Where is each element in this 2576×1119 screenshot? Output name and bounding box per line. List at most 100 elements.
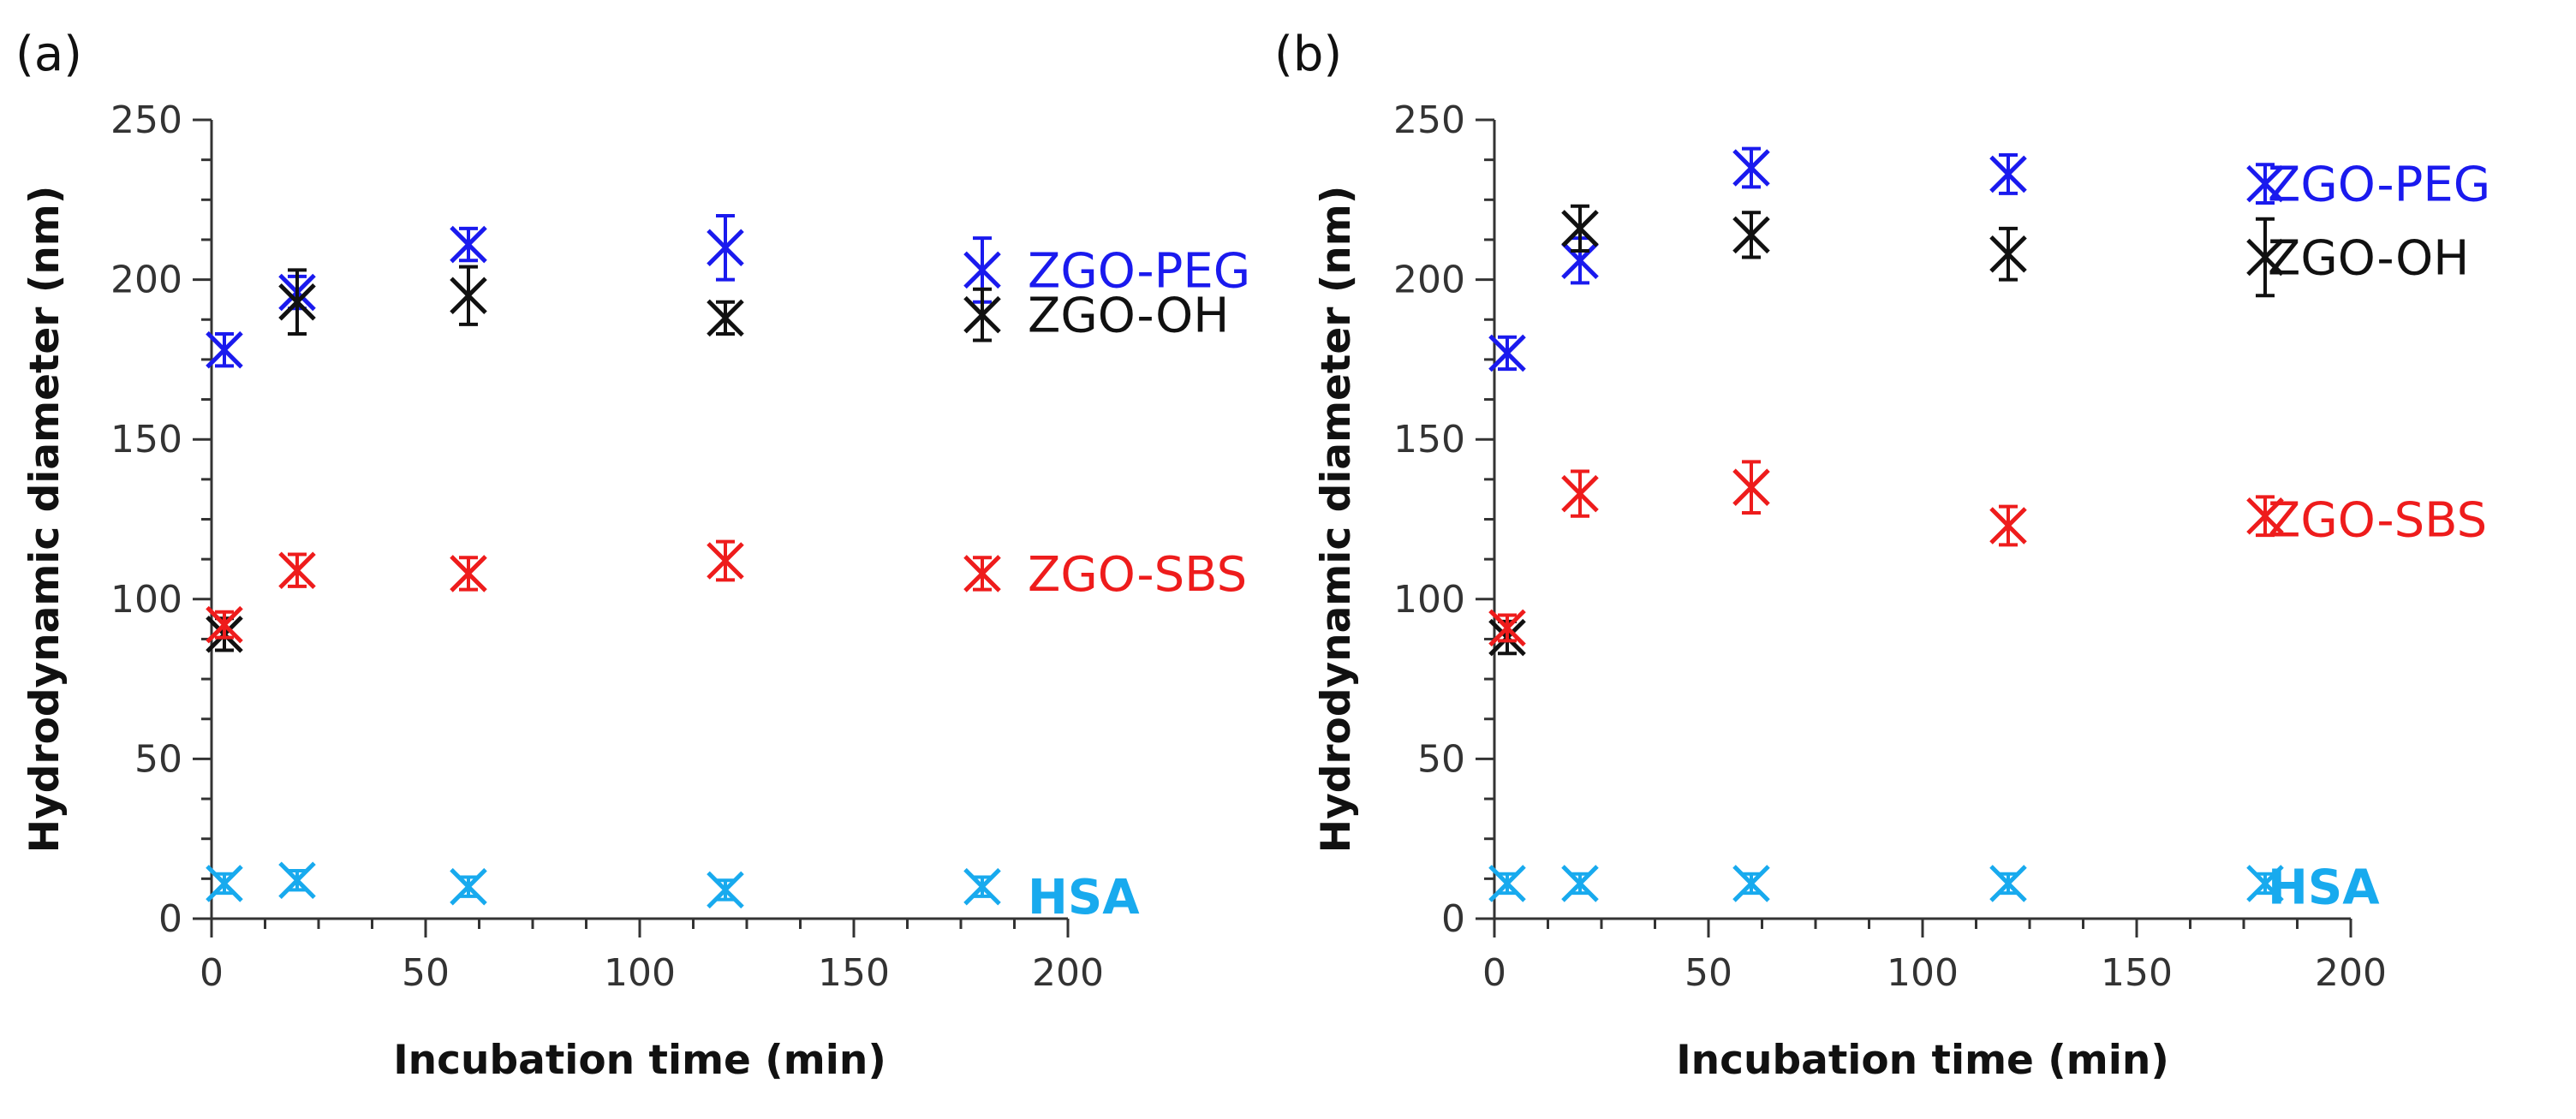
data-point — [450, 225, 487, 264]
y-tick-label: 200 — [1393, 259, 1465, 302]
marker-stroke — [963, 251, 1001, 289]
data-point — [2246, 865, 2284, 902]
marker-stroke — [2246, 238, 2284, 277]
x-tick-label: 150 — [818, 951, 890, 995]
marker-stroke — [963, 295, 1001, 334]
x-tick-label: 200 — [2315, 951, 2387, 995]
marker-stroke — [206, 605, 243, 644]
data-point — [1561, 865, 1599, 902]
series-zgo-sbs: ZGO-SBS — [206, 539, 1247, 644]
data-point — [1732, 146, 1770, 189]
data-point — [963, 287, 1001, 342]
data-point — [450, 867, 487, 906]
data-point — [1732, 211, 1770, 259]
marker-stroke — [2246, 164, 2284, 203]
marker-stroke — [1732, 216, 1770, 254]
marker-stroke — [1488, 609, 1526, 647]
data-point — [1989, 226, 2027, 282]
y-tick-label: 200 — [110, 259, 182, 302]
marker-stroke — [1989, 235, 2027, 273]
marker-stroke — [707, 542, 744, 580]
data-point — [278, 861, 316, 899]
marker-stroke — [450, 555, 487, 592]
data-point — [2246, 217, 2284, 298]
data-point — [1561, 469, 1599, 518]
series-hsa: HSA — [206, 861, 1140, 926]
y-axis-title: Hydrodynamic diameter (nm) — [21, 186, 69, 853]
marker-stroke — [278, 551, 316, 589]
x-tick-label: 50 — [1685, 951, 1732, 995]
marker-stroke — [963, 555, 1001, 592]
y-tick-label: 250 — [1393, 98, 1465, 142]
x-tick-label: 0 — [1482, 951, 1506, 995]
chart-panel-a: (a) 0 50 100 150 200 250 0 50 100 150 200 Incubation… — [15, 27, 1250, 1084]
data-point — [206, 605, 243, 644]
marker-stroke — [278, 283, 316, 321]
marker-stroke — [1989, 865, 2027, 902]
data-point — [278, 551, 316, 589]
data-point — [707, 213, 744, 282]
data-point — [963, 867, 1001, 906]
marker-stroke — [206, 865, 243, 902]
y-tick-label: 250 — [110, 98, 182, 142]
data-point — [1989, 153, 2027, 195]
data-point — [450, 555, 487, 592]
marker-stroke — [450, 867, 487, 906]
marker-stroke — [1989, 155, 2027, 193]
marker-stroke — [1732, 865, 1770, 902]
chart-panel-b: (b) 0 50 100 150 200 250 0 50 100 150 200 Incubation… — [1274, 27, 2490, 1084]
series-label: ZGO-OH — [1028, 289, 1229, 344]
marker-stroke — [1732, 468, 1770, 506]
series-label: HSA — [1028, 870, 1140, 926]
marker-stroke — [1561, 865, 1599, 902]
marker-stroke — [2246, 865, 2284, 902]
data-point — [1732, 865, 1770, 902]
data-point — [278, 268, 316, 336]
y-tick-label: 150 — [110, 418, 182, 461]
series-label: HSA — [2268, 860, 2380, 916]
data-point — [206, 865, 243, 902]
marker-stroke — [1561, 241, 1599, 279]
data-point — [2246, 495, 2284, 538]
series-label: ZGO-PEG — [2268, 158, 2490, 213]
data-point — [1561, 204, 1599, 253]
data-point — [1989, 865, 2027, 902]
data-point — [450, 265, 487, 326]
x-tick-label: 100 — [604, 951, 676, 995]
y-tick-label: 150 — [1393, 418, 1465, 461]
marker-stroke — [1561, 210, 1599, 247]
data-point — [206, 330, 243, 369]
series-label: ZGO-PEG — [1028, 243, 1250, 299]
marker-stroke — [1989, 507, 2027, 545]
data-point — [1989, 504, 2027, 547]
series-hsa: HSA — [1488, 860, 2380, 916]
y-tick-label: 0 — [1441, 897, 1465, 941]
marker-stroke — [707, 229, 744, 267]
x-tick-label: 50 — [402, 951, 450, 995]
data-point — [963, 555, 1001, 592]
marker-stroke — [1488, 865, 1526, 902]
data-point — [707, 871, 744, 909]
y-axis-title: Hydrodynamic diameter (nm) — [1313, 186, 1360, 853]
marker-stroke — [707, 299, 744, 337]
x-axis-title: Incubation time (min) — [393, 1037, 886, 1084]
data-point — [707, 299, 744, 337]
series-zgo-peg: ZGO-PEG — [1488, 146, 2490, 372]
data-point — [1488, 865, 1526, 902]
x-tick-label: 0 — [200, 951, 224, 995]
series-label: ZGO-SBS — [1028, 547, 1247, 603]
y-tick-label: 50 — [1417, 737, 1465, 781]
marker-stroke — [450, 277, 487, 315]
x-axis-title: Incubation time (min) — [1676, 1037, 2169, 1084]
data-point — [1732, 460, 1770, 515]
marker-stroke — [707, 871, 744, 909]
x-tick-label: 200 — [1032, 951, 1104, 995]
x-tick-label: 100 — [1887, 951, 1959, 995]
data-point — [1488, 334, 1526, 372]
series-zgo-oh: ZGO-OH — [206, 265, 1229, 653]
series-zgo-sbs: ZGO-SBS — [1488, 460, 2487, 647]
marker-stroke — [1561, 474, 1599, 513]
data-point — [2246, 163, 2284, 205]
